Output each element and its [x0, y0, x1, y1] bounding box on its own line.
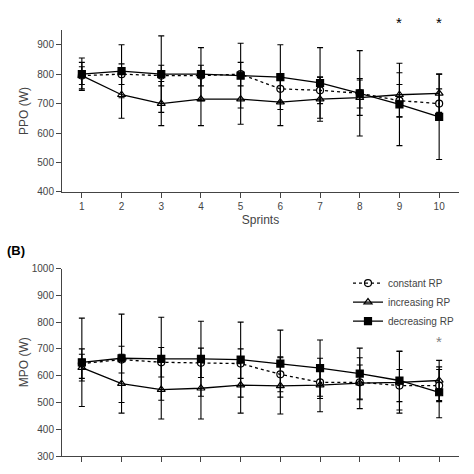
svg-text:1: 1 — [79, 201, 85, 212]
svg-text:300: 300 — [37, 451, 54, 462]
svg-text:600: 600 — [37, 370, 54, 381]
svg-text:6: 6 — [278, 201, 284, 212]
svg-text:*: * — [436, 14, 442, 31]
svg-text:500: 500 — [37, 397, 54, 408]
svg-text:10: 10 — [434, 201, 446, 212]
svg-text:MPO (W): MPO (W) — [17, 337, 31, 387]
svg-text:800: 800 — [37, 317, 54, 328]
svg-text:decreasing RP: decreasing RP — [388, 316, 454, 327]
svg-text:8: 8 — [357, 201, 363, 212]
svg-text:900: 900 — [37, 290, 54, 301]
svg-text:500: 500 — [37, 157, 54, 168]
svg-text:5: 5 — [238, 201, 244, 212]
svg-text:1000: 1000 — [32, 263, 55, 274]
svg-text:constant RP: constant RP — [388, 278, 443, 289]
svg-text:900: 900 — [37, 39, 54, 50]
svg-text:increasing RP: increasing RP — [388, 297, 451, 308]
svg-text:*: * — [396, 14, 402, 31]
svg-text:400: 400 — [37, 186, 54, 197]
svg-text:Sprints: Sprints — [242, 213, 279, 227]
svg-text:(B): (B) — [7, 243, 25, 258]
svg-text:800: 800 — [37, 69, 54, 80]
svg-text:7: 7 — [317, 201, 323, 212]
svg-text:9: 9 — [397, 201, 403, 212]
svg-text:700: 700 — [37, 343, 54, 354]
svg-text:PPO (W): PPO (W) — [17, 87, 31, 135]
svg-text:400: 400 — [37, 424, 54, 435]
svg-text:*: * — [436, 333, 442, 350]
svg-text:4: 4 — [198, 201, 204, 212]
svg-text:700: 700 — [37, 98, 54, 109]
svg-text:600: 600 — [37, 128, 54, 139]
svg-text:3: 3 — [158, 201, 164, 212]
svg-text:2: 2 — [119, 201, 125, 212]
